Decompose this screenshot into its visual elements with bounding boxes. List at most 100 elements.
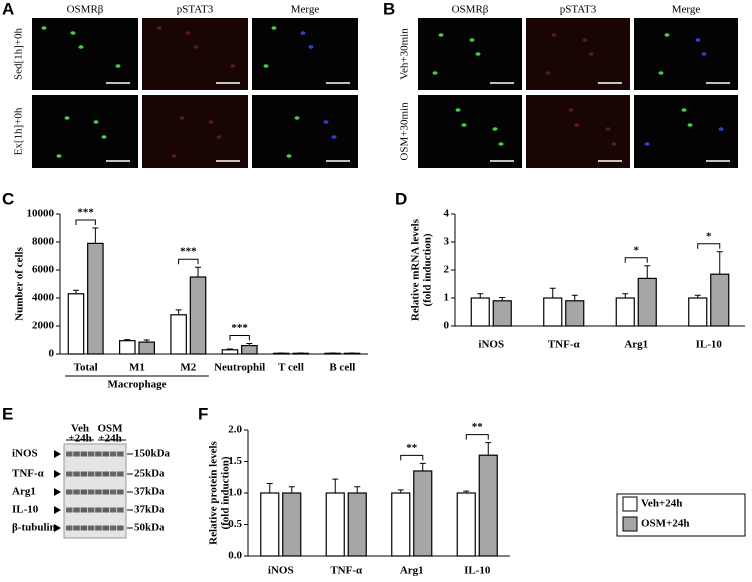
x-tick-label: B cell (329, 362, 355, 374)
column-label: pSTAT3 (177, 4, 214, 16)
cell-signal (455, 108, 461, 112)
micrograph (418, 95, 522, 168)
cell-signal (545, 71, 551, 75)
cell-signal (492, 127, 498, 131)
column-label: Merge (672, 4, 701, 16)
bar (637, 277, 657, 327)
arrowhead (54, 450, 61, 458)
legend-label: OSM+24h (641, 518, 689, 530)
blot-band (117, 451, 124, 457)
cell-signal (574, 123, 580, 127)
cell-signal (331, 135, 337, 139)
x-tick-label: IL-10 (464, 565, 491, 577)
bar (282, 492, 302, 557)
y-tick-label: 4 (444, 208, 450, 220)
bar (221, 349, 239, 355)
blot-group-label: Veh (71, 423, 89, 435)
y-tick-label: 0.0 (228, 550, 242, 562)
panel-letter: F (198, 404, 208, 423)
error-bar (644, 265, 651, 279)
cell-signal (681, 108, 687, 112)
row-label: Sed[1h]+0h (13, 27, 25, 80)
size-label: 150kDa (134, 448, 171, 460)
cell-signal (56, 154, 62, 158)
cell-signal (695, 38, 701, 42)
panel-letter: B (383, 0, 395, 18)
bar (710, 273, 730, 327)
y-tick-label: 2 (444, 264, 450, 276)
blot-band (66, 507, 73, 513)
x-tick-label: TNF-α (548, 339, 581, 351)
cell-signal (461, 123, 467, 127)
bar (391, 492, 411, 557)
cell-signal (64, 116, 70, 120)
y-tick-label: 3 (444, 236, 450, 248)
column-label: Merge (291, 4, 320, 16)
y-axis-label: Number of cells (14, 246, 26, 320)
cell-signal (263, 64, 269, 68)
cell-signal (41, 26, 47, 30)
error-bar (72, 289, 79, 294)
blot-band (95, 525, 102, 531)
blot-band (80, 489, 88, 495)
cell-signal (70, 31, 76, 35)
blot-band (102, 489, 109, 495)
cell-signal (701, 52, 707, 56)
blot-band (102, 525, 109, 531)
row-label: OSM+30min (399, 102, 411, 161)
blot-band (73, 525, 80, 531)
bar (478, 454, 498, 557)
cell-signal (605, 127, 611, 131)
blot-band (87, 489, 95, 495)
row-label: Veh+30min (399, 28, 411, 80)
significance-bracket (400, 454, 424, 461)
blot-group-label: OSM (97, 423, 123, 435)
micrograph (634, 95, 738, 168)
cell-signal (230, 64, 236, 68)
cell-signal (271, 26, 277, 30)
significance-bracket (178, 258, 199, 265)
arrowhead (54, 488, 61, 496)
y-tick-label: 0 (444, 320, 450, 332)
micrograph (526, 18, 630, 90)
y-tick-label: 4000 (32, 292, 55, 304)
column-label: pSTAT3 (560, 4, 597, 16)
blot-band (117, 489, 124, 495)
bar (543, 297, 563, 327)
blot-band (117, 507, 124, 513)
legend: Veh+24h OSM+24h (616, 493, 746, 537)
blot-band (73, 507, 80, 513)
bar (118, 340, 136, 355)
error-bar (485, 442, 492, 456)
cell-signal (308, 45, 314, 49)
bar (470, 297, 490, 327)
cell-signal (208, 120, 214, 124)
bar (347, 492, 367, 557)
x-tick-label: Total (74, 362, 98, 374)
cell-signal (664, 33, 670, 37)
protein-label: Arg1 (12, 486, 36, 498)
cell-signal (171, 154, 177, 158)
blot-band (66, 525, 73, 531)
error-bar (716, 251, 723, 275)
error-bar (499, 296, 506, 301)
significance-label: * (634, 244, 640, 256)
error-bar (397, 489, 404, 493)
error-bar (332, 478, 339, 493)
panel-letter: D (395, 189, 407, 208)
row-label: Ex[1h]+0h (13, 107, 25, 155)
bar (260, 492, 280, 557)
error-bar (226, 348, 233, 350)
size-label: 50kDa (134, 522, 165, 534)
cell-signal (101, 135, 107, 139)
blot-band (87, 451, 95, 457)
bar (688, 297, 708, 327)
cell-signal (498, 142, 504, 146)
cell-signal (156, 26, 162, 30)
x-tick-label: M1 (129, 362, 145, 374)
cell-signal (658, 71, 664, 75)
arrowhead (54, 524, 61, 532)
y-tick-label: 1 (444, 292, 450, 304)
significance-label: *** (77, 207, 94, 219)
blot-band (117, 471, 124, 477)
